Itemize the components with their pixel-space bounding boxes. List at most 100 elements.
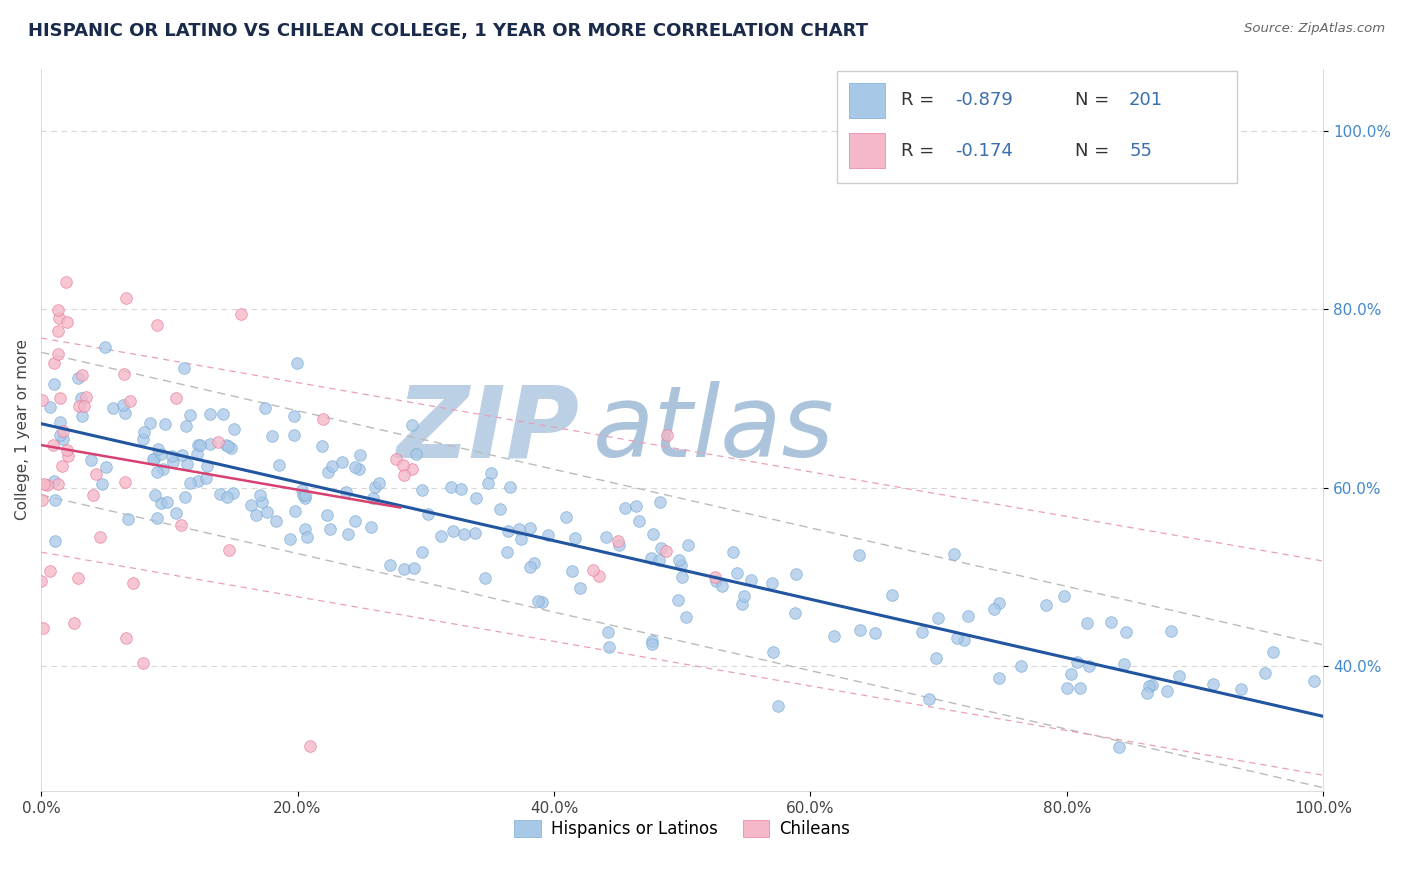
Point — [114, 291, 136, 305]
Legend: Hispanics or Latinos, Chileans: Hispanics or Latinos, Chileans — [508, 813, 856, 845]
Text: N =: N = — [1076, 91, 1115, 110]
Point — [52, 424, 75, 438]
Point — [918, 692, 941, 706]
Point — [70, 409, 93, 423]
Point — [1160, 624, 1182, 638]
Point — [650, 541, 672, 556]
Point — [121, 576, 143, 591]
Point — [311, 439, 333, 453]
Point — [411, 545, 433, 559]
Point — [1156, 684, 1178, 698]
Point — [31, 393, 53, 408]
Point — [443, 524, 465, 539]
Point — [510, 533, 533, 547]
Point — [66, 371, 89, 385]
Point — [588, 569, 610, 583]
Point — [82, 488, 104, 502]
Point — [256, 506, 278, 520]
Point — [496, 524, 519, 538]
Point — [1263, 645, 1285, 659]
Point — [641, 637, 664, 651]
Text: 55: 55 — [1129, 142, 1152, 160]
Point — [768, 698, 790, 713]
Point — [316, 465, 339, 479]
Point — [254, 401, 277, 416]
Point — [292, 488, 315, 502]
Point — [561, 564, 583, 578]
Point — [848, 548, 870, 562]
Point — [132, 432, 155, 446]
Point — [384, 451, 406, 466]
Point — [411, 483, 433, 497]
Point — [1136, 686, 1159, 700]
Point — [527, 594, 550, 608]
Point — [56, 449, 79, 463]
Point — [785, 567, 807, 582]
Point — [46, 476, 69, 491]
Point — [67, 399, 90, 413]
Point — [219, 441, 242, 455]
Point — [217, 491, 239, 505]
Point — [32, 477, 55, 491]
Point — [495, 545, 517, 559]
Point — [294, 491, 316, 505]
Point — [704, 574, 727, 589]
Point — [149, 496, 172, 510]
Point — [489, 502, 512, 516]
Point — [156, 494, 179, 508]
Point — [132, 425, 155, 440]
Point — [75, 390, 97, 404]
Bar — [849, 133, 884, 169]
Point — [48, 310, 70, 325]
Point — [1142, 678, 1164, 692]
Point — [983, 602, 1005, 616]
Point — [762, 645, 785, 659]
Point — [245, 508, 267, 523]
Point — [165, 391, 187, 405]
Point — [1112, 657, 1135, 672]
Point — [1066, 655, 1088, 669]
Point — [1060, 667, 1083, 681]
Point — [598, 624, 620, 639]
Point — [55, 442, 77, 457]
Point — [943, 547, 966, 561]
Point — [640, 634, 662, 648]
Point — [343, 460, 366, 475]
Point — [401, 462, 423, 476]
Point — [218, 543, 240, 558]
Point — [239, 498, 262, 512]
Point — [1115, 625, 1137, 640]
Point — [198, 437, 221, 451]
Point — [465, 491, 488, 505]
Point — [90, 476, 112, 491]
Point — [404, 561, 426, 575]
Point — [675, 609, 697, 624]
Point — [280, 532, 302, 546]
Point — [52, 432, 75, 446]
Point — [155, 417, 177, 431]
Point — [44, 533, 66, 548]
Point — [46, 324, 69, 338]
Point — [499, 481, 522, 495]
Point — [450, 482, 472, 496]
Point — [141, 452, 163, 467]
Point — [564, 531, 586, 545]
Point — [295, 530, 318, 544]
Point — [607, 533, 630, 548]
Point — [49, 415, 72, 429]
Point — [197, 459, 219, 474]
Point — [987, 596, 1010, 610]
Point — [211, 407, 233, 421]
Point — [1010, 659, 1032, 673]
Point — [360, 519, 382, 533]
Point — [179, 475, 201, 490]
Point — [266, 514, 288, 528]
Point — [30, 574, 52, 589]
Point — [319, 522, 342, 536]
Point — [94, 460, 117, 475]
Point — [953, 632, 976, 647]
Point — [143, 488, 166, 502]
Point — [35, 477, 58, 491]
Point — [668, 553, 690, 567]
Point — [946, 631, 969, 645]
